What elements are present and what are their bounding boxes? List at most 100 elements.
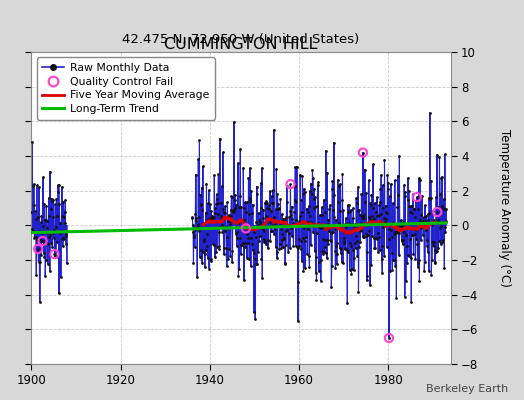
Point xyxy=(273,255,281,261)
Point xyxy=(255,217,263,223)
Point xyxy=(314,259,323,266)
Point xyxy=(362,231,370,237)
Point xyxy=(409,251,418,258)
Point xyxy=(227,207,235,214)
Point xyxy=(334,198,342,205)
Point xyxy=(351,245,359,252)
Point xyxy=(313,229,321,236)
Point xyxy=(242,244,250,250)
Point xyxy=(50,227,58,233)
Point xyxy=(314,178,323,185)
Point xyxy=(376,186,385,192)
Point xyxy=(213,244,221,250)
Point xyxy=(282,182,291,189)
Point xyxy=(350,267,358,273)
Point xyxy=(266,188,274,194)
Point xyxy=(276,220,284,226)
Point xyxy=(303,205,311,212)
Point xyxy=(439,205,447,212)
Point xyxy=(296,213,304,219)
Point xyxy=(252,260,260,267)
Point xyxy=(442,217,450,224)
Point xyxy=(194,227,203,234)
Point xyxy=(260,228,268,234)
Point xyxy=(308,190,316,197)
Point xyxy=(60,209,69,215)
Point xyxy=(351,221,359,227)
Point xyxy=(333,251,342,258)
Point xyxy=(341,221,350,227)
Point xyxy=(345,220,353,226)
Point xyxy=(322,237,331,244)
Point xyxy=(41,273,49,280)
Point xyxy=(342,224,351,230)
Point xyxy=(312,269,320,276)
Point xyxy=(288,216,297,222)
Point xyxy=(295,218,303,224)
Point xyxy=(414,256,423,263)
Point xyxy=(417,212,425,218)
Point xyxy=(369,216,378,222)
Point xyxy=(323,221,332,228)
Point xyxy=(316,278,325,284)
Point xyxy=(211,210,219,216)
Point xyxy=(364,177,373,184)
Point xyxy=(341,245,349,252)
Point xyxy=(396,222,405,228)
Point xyxy=(368,205,377,212)
Point xyxy=(287,204,296,210)
Point xyxy=(45,213,53,220)
Text: Berkeley Earth: Berkeley Earth xyxy=(426,384,508,394)
Point xyxy=(427,195,435,201)
Point xyxy=(249,309,258,316)
Point xyxy=(191,211,200,218)
Point xyxy=(398,237,406,243)
Point xyxy=(32,216,40,222)
Point xyxy=(300,186,308,192)
Point xyxy=(342,228,351,235)
Point xyxy=(247,235,255,242)
Point xyxy=(51,253,59,260)
Point xyxy=(419,232,428,238)
Point xyxy=(271,226,279,232)
Point xyxy=(189,260,198,266)
Point xyxy=(60,236,68,242)
Point xyxy=(38,230,47,236)
Point xyxy=(436,191,444,198)
Point xyxy=(392,224,401,230)
Point xyxy=(317,257,325,264)
Point xyxy=(219,229,227,236)
Point xyxy=(269,127,278,133)
Point xyxy=(431,258,440,265)
Point xyxy=(229,208,237,215)
Point xyxy=(211,254,219,260)
Point xyxy=(241,199,249,206)
Point xyxy=(373,236,381,242)
Point xyxy=(375,202,384,208)
Point xyxy=(263,214,271,220)
Point xyxy=(289,222,297,228)
Point xyxy=(384,186,392,192)
Point xyxy=(357,191,366,197)
Point xyxy=(333,177,342,183)
Point xyxy=(295,242,303,249)
Point xyxy=(406,255,414,261)
Point xyxy=(201,220,209,227)
Point xyxy=(249,224,257,230)
Point xyxy=(386,268,395,274)
Point xyxy=(33,248,41,255)
Point xyxy=(278,244,287,251)
Point xyxy=(246,194,255,201)
Point xyxy=(364,222,373,228)
Point xyxy=(374,229,382,236)
Point xyxy=(263,205,271,212)
Point xyxy=(254,210,263,216)
Point xyxy=(34,259,42,265)
Point xyxy=(286,244,294,251)
Point xyxy=(202,180,211,187)
Point xyxy=(237,241,245,248)
Point xyxy=(292,163,301,170)
Point xyxy=(208,216,216,222)
Point xyxy=(315,224,324,230)
Point xyxy=(304,219,312,225)
